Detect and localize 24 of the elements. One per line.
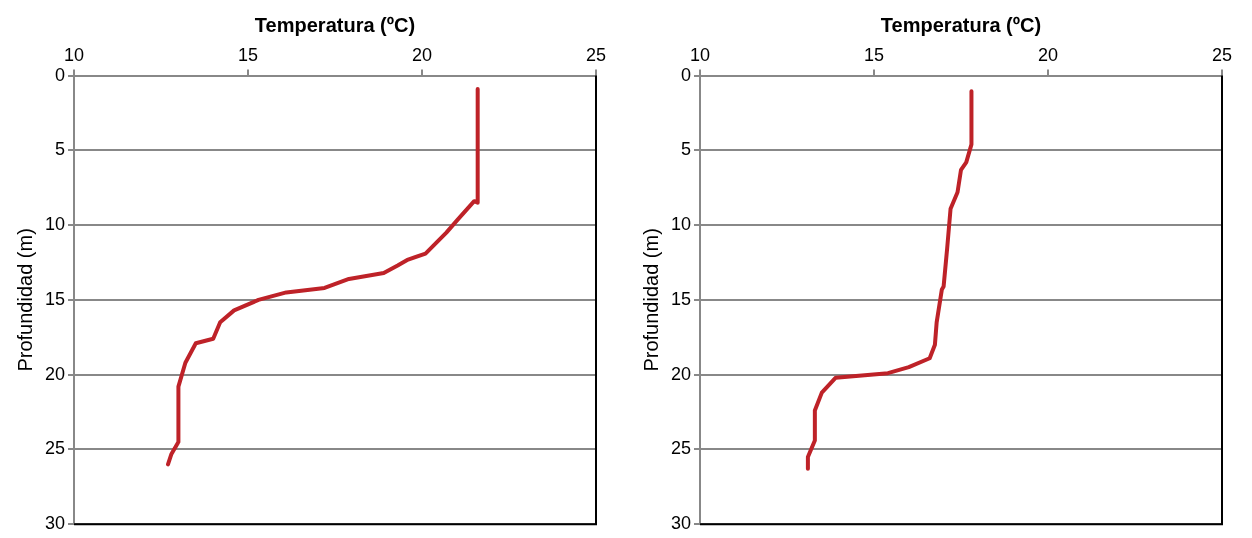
- y-tick-label: 25: [44, 438, 66, 459]
- y-tick-label: 25: [670, 438, 692, 459]
- y-tick-label: 0: [681, 64, 692, 85]
- y-tick-label: 10: [44, 214, 66, 235]
- x-tick-label: 20: [411, 44, 433, 65]
- y-axis-title: Profundidad (m): [639, 228, 662, 372]
- y-tick-label: 5: [681, 139, 692, 160]
- y-axis-title: Profundidad (m): [13, 228, 36, 372]
- y-tick-label: 20: [670, 363, 692, 384]
- x-tick-label: 15: [864, 44, 885, 65]
- y-tick-label: 20: [44, 363, 66, 384]
- x-tick-label: 25: [585, 44, 607, 65]
- y-tick-label: 15: [44, 288, 66, 309]
- y-tick-label: 30: [44, 513, 66, 534]
- y-tick-label: 15: [670, 288, 692, 309]
- x-tick-label: 15: [238, 44, 259, 65]
- y-tick-label: 10: [670, 214, 692, 235]
- y-tick-label: 0: [55, 64, 66, 85]
- x-tick-label: 25: [1211, 44, 1233, 65]
- y-tick-label: 30: [670, 513, 692, 534]
- x-tick-label: 20: [1037, 44, 1059, 65]
- x-axis-title: Temperatura (ºC): [254, 13, 416, 36]
- y-tick-label: 5: [55, 139, 66, 160]
- x-axis-title: Temperatura (ºC): [880, 13, 1042, 36]
